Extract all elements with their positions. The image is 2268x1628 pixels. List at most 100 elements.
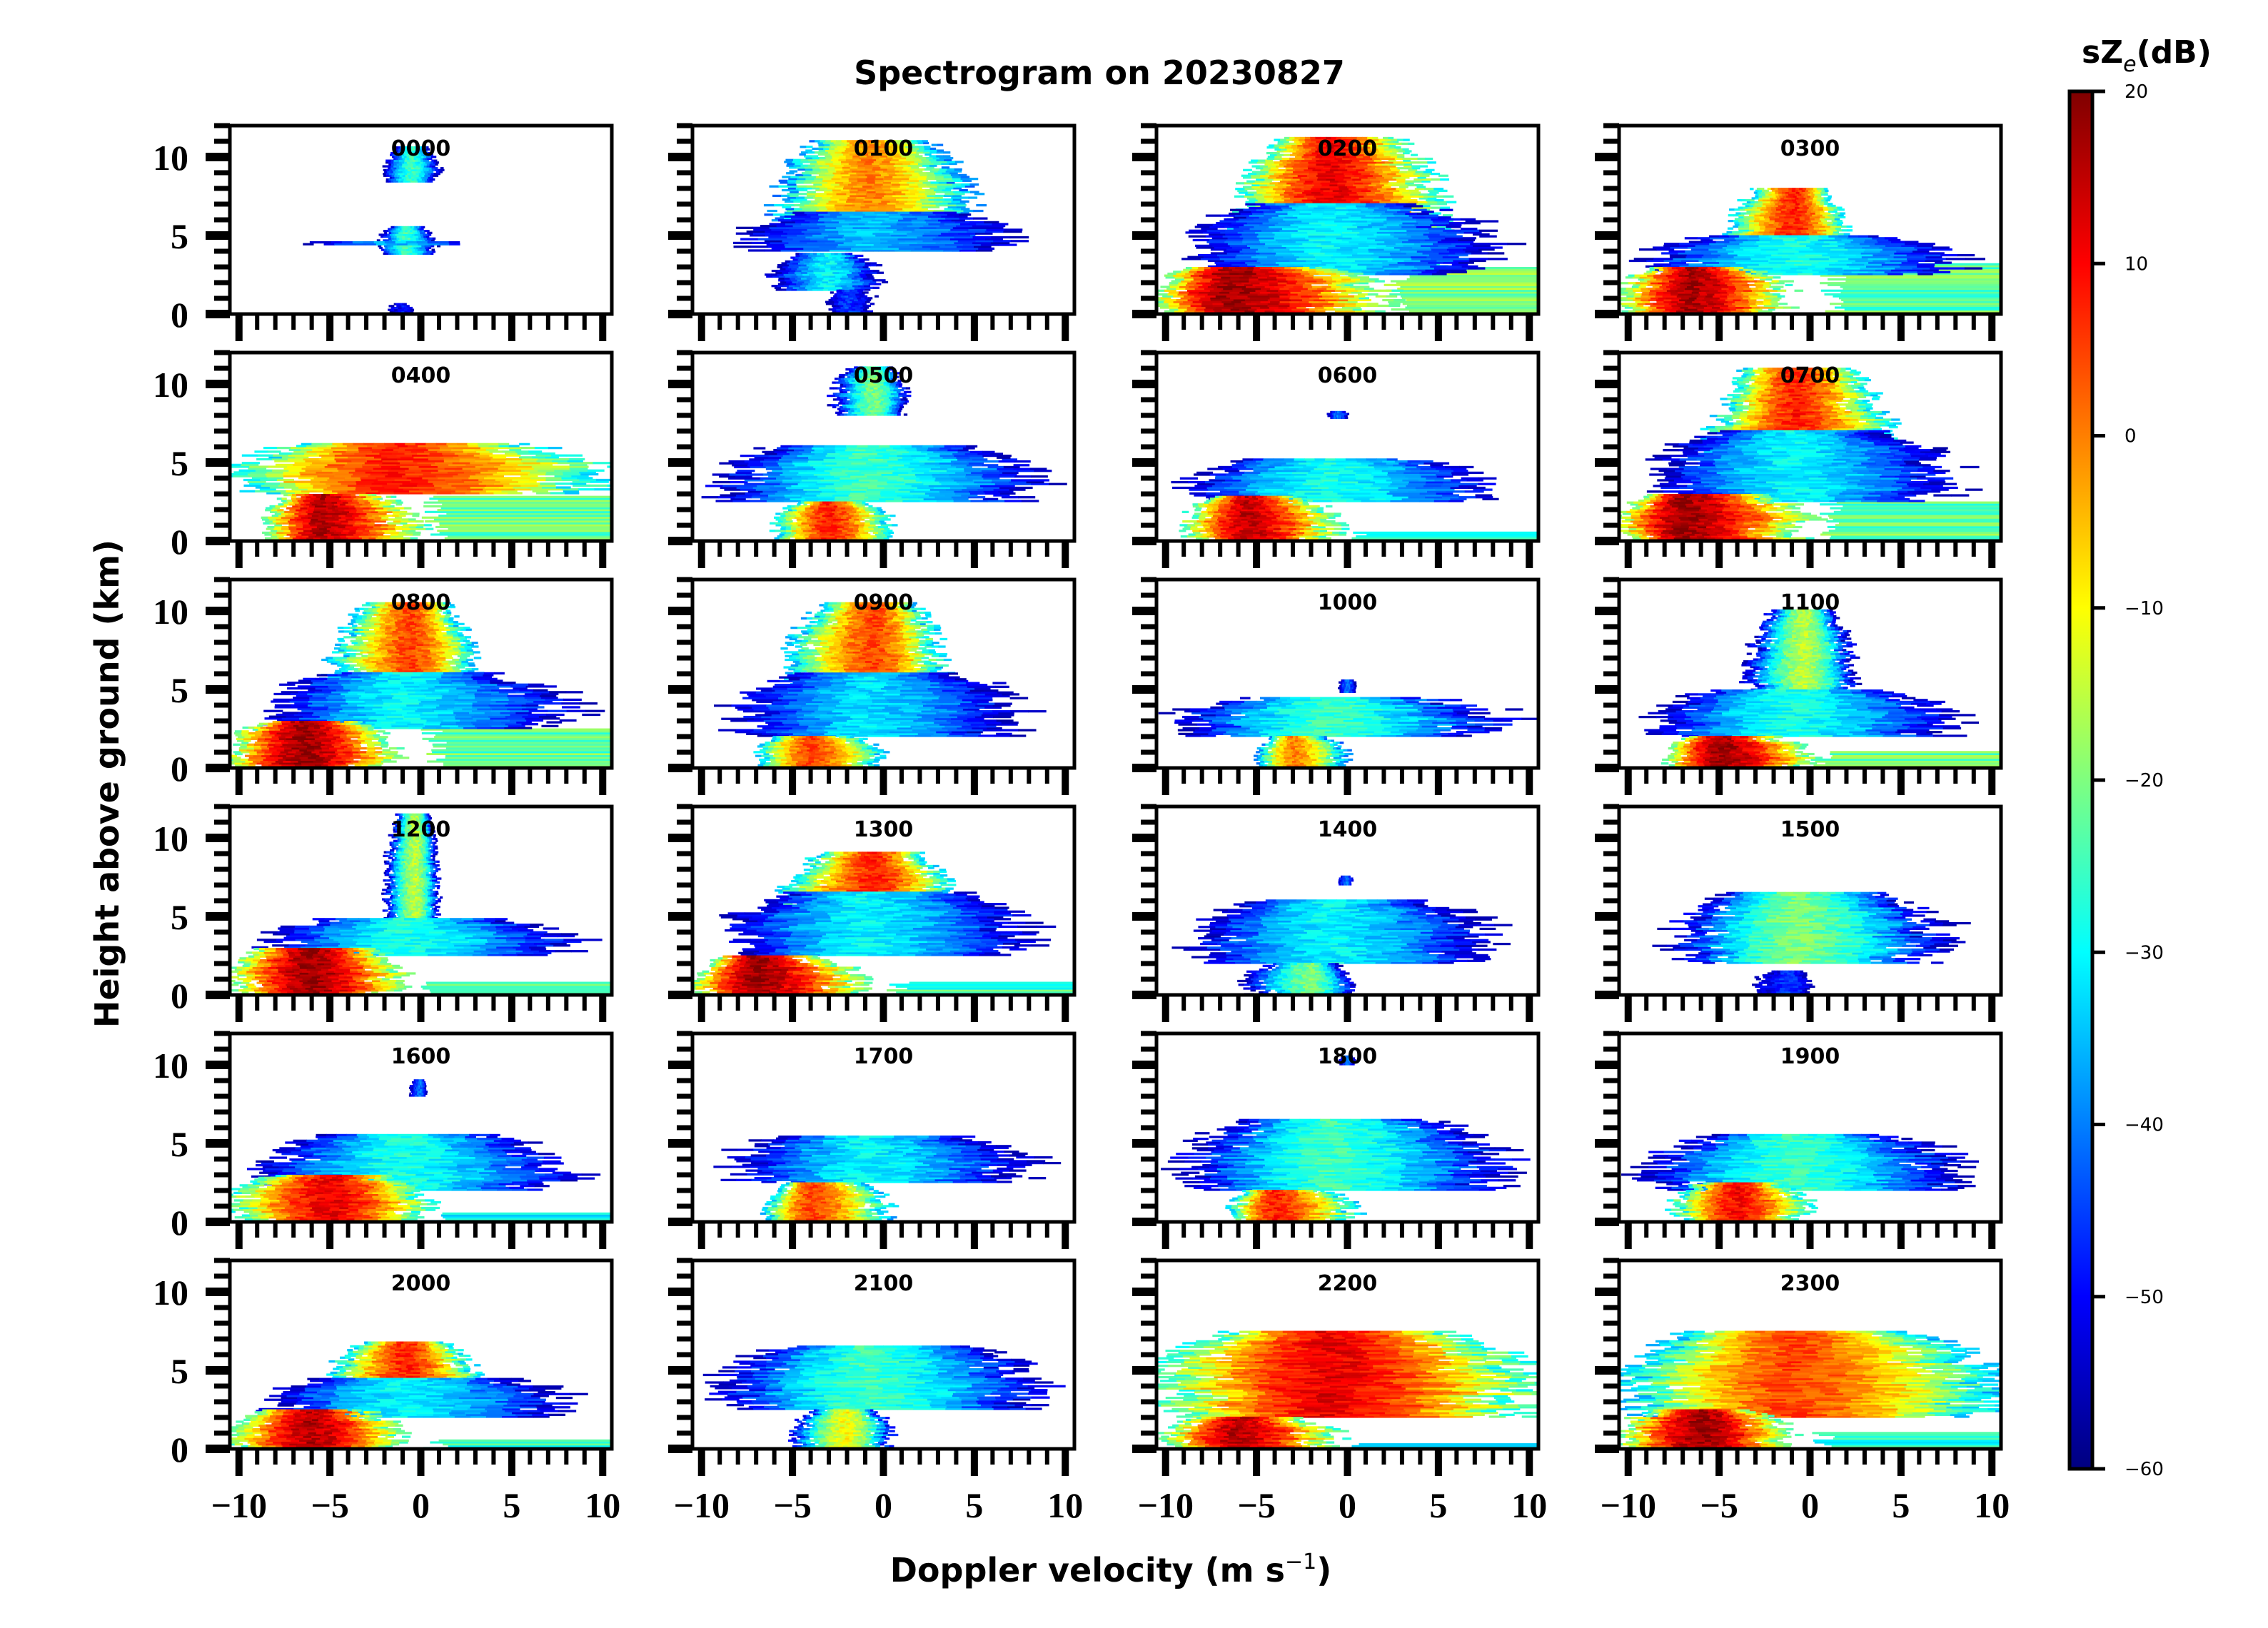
spectral-cell xyxy=(1341,138,1349,141)
spectral-cell xyxy=(901,194,910,198)
spectral-cell xyxy=(894,172,904,175)
spectral-cell xyxy=(1354,150,1361,153)
spectral-cell xyxy=(426,236,430,238)
spectral-cell xyxy=(1355,304,1368,308)
spectral-cell xyxy=(1430,258,1451,261)
spectral-cell xyxy=(1355,165,1364,168)
spectral-cell xyxy=(941,166,950,169)
spectral-cell xyxy=(835,304,840,308)
spectral-cell xyxy=(819,208,828,211)
spectral-cell xyxy=(1315,165,1324,168)
spectral-cell xyxy=(840,172,850,175)
spectral-cell xyxy=(410,165,413,168)
spectral-cell xyxy=(1378,148,1385,151)
spectral-cell xyxy=(1387,141,1393,143)
spectral-cell xyxy=(861,217,876,220)
spectral-cell xyxy=(1372,136,1379,140)
spectral-cell xyxy=(930,247,947,250)
spectral-cell xyxy=(935,194,944,198)
spectral-cell xyxy=(1448,246,1467,249)
spectral-cell xyxy=(1346,206,1358,210)
spectral-cell xyxy=(1356,206,1369,210)
spectral-cell xyxy=(882,187,891,190)
spectral-cell xyxy=(1373,263,1390,266)
spectral-cell xyxy=(753,228,772,231)
spectral-cell xyxy=(870,141,877,145)
spectral-cell xyxy=(410,148,413,151)
spectral-cell xyxy=(1259,176,1269,179)
spectral-cell xyxy=(1234,304,1246,308)
spectral-cell xyxy=(806,277,813,280)
spectral-cell xyxy=(415,237,419,240)
spectral-cell xyxy=(880,198,889,201)
spectral-cell xyxy=(1376,151,1384,155)
spectral-cell xyxy=(1219,220,1237,223)
spectral-cell xyxy=(1266,228,1283,231)
spectral-cell xyxy=(1247,263,1264,266)
spectral-cell xyxy=(1284,136,1290,140)
spectral-cell xyxy=(1270,206,1282,210)
spectral-cell xyxy=(845,155,853,158)
spectral-cell xyxy=(833,258,840,261)
spectral-cell xyxy=(1270,167,1279,170)
spectral-cell xyxy=(1291,165,1301,168)
spectral-cell xyxy=(828,279,836,282)
spectral-cell xyxy=(834,173,843,176)
spectral-cell xyxy=(1361,189,1371,192)
spectral-cell xyxy=(409,251,413,253)
spectral-cell xyxy=(810,221,825,223)
spectral-cell xyxy=(978,247,995,250)
spectral-cell xyxy=(832,217,848,220)
spectral-cell xyxy=(771,269,778,273)
spectral-cell xyxy=(1304,168,1314,171)
spectral-cell xyxy=(921,211,934,214)
spectral-cell xyxy=(1295,208,1309,211)
spectral-cell xyxy=(774,286,782,289)
spectral-cell xyxy=(429,237,433,240)
spectral-cell xyxy=(848,178,858,181)
spectral-cell xyxy=(949,162,957,166)
spectral-cell xyxy=(1178,306,1188,309)
spectral-cell xyxy=(944,223,961,226)
spectral-cell xyxy=(896,147,902,151)
spectral-cell xyxy=(1300,304,1312,308)
spectral-cell xyxy=(388,252,392,255)
spectral-cell xyxy=(857,168,865,171)
spectral-cell xyxy=(1399,189,1410,192)
spectral-cell xyxy=(1247,204,1256,208)
spectral-cell xyxy=(406,305,410,308)
spectral-cell xyxy=(400,157,403,161)
spectral-cell xyxy=(1396,148,1403,151)
spectral-cell xyxy=(1438,252,1456,255)
spectral-cell xyxy=(406,153,410,156)
spectral-cell xyxy=(309,241,321,244)
spectral-cell xyxy=(1323,163,1331,166)
spectral-cell xyxy=(402,171,406,173)
spectral-cell xyxy=(837,253,842,256)
spectral-cell xyxy=(1296,142,1303,145)
spectral-cell xyxy=(417,231,420,234)
spectral-cell xyxy=(875,230,894,233)
spectral-cell xyxy=(851,271,859,274)
spectral-cell xyxy=(395,226,398,229)
spectral-cell xyxy=(1350,153,1358,156)
spectral-cell xyxy=(1331,165,1341,168)
spectral-cell xyxy=(1405,306,1538,309)
spectral-cell xyxy=(851,277,858,280)
spectral-cell xyxy=(1291,161,1301,164)
spectral-cell xyxy=(1437,241,1456,243)
spectral-cell xyxy=(929,187,938,190)
figure-title: Spectrogram on 20230827 xyxy=(854,54,1345,92)
spectral-cell xyxy=(1324,151,1332,155)
spectral-cell xyxy=(1291,252,1309,255)
spectral-cell xyxy=(1342,176,1351,179)
spectral-cell xyxy=(842,206,852,208)
spectral-cell xyxy=(783,217,793,220)
spectral-cell xyxy=(1320,237,1337,240)
spectral-cell xyxy=(416,151,420,155)
spectral-cell xyxy=(852,285,859,288)
spectral-cell xyxy=(1308,252,1326,255)
spectral-cell xyxy=(821,232,840,235)
spectral-cell xyxy=(1393,191,1403,194)
spectral-cell xyxy=(383,173,387,176)
